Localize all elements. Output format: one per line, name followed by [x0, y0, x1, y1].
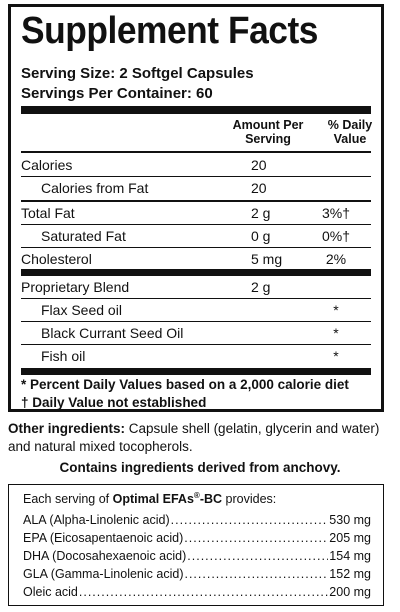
- row-label: Flax Seed oil: [41, 302, 122, 318]
- row-label: Calories from Fat: [41, 180, 149, 196]
- dv-header-line1: % Daily: [327, 118, 373, 132]
- thick-divider: [21, 269, 371, 276]
- section-divider: [21, 200, 371, 202]
- row-label: Cholesterol: [21, 251, 92, 267]
- facts-row: Calories 20: [21, 154, 371, 177]
- leader-dots: [187, 549, 328, 563]
- leader-dots: [184, 567, 328, 581]
- supplement-facts-panel: Supplement Facts Serving Size: 2 Softgel…: [8, 4, 384, 412]
- row-dv: *: [333, 302, 339, 318]
- facts-row: Fish oil *: [21, 345, 371, 367]
- efa-item-name: EPA (Eicosapentaenoic acid): [23, 531, 184, 545]
- efa-box: Each serving of Optimal EFAs®-BC provide…: [8, 484, 384, 606]
- efa-product-name: Optimal EFAs: [112, 492, 194, 507]
- efa-item-value: 530 mg: [329, 513, 371, 527]
- row-dv: 0%†: [321, 228, 351, 244]
- facts-row: Total Fat 2 g 3%†: [21, 202, 371, 225]
- efa-item: ALA (Alpha-Linolenic acid) 530 mg: [23, 513, 371, 529]
- row-amount: 20: [251, 180, 267, 196]
- efa-intro: Each serving of Optimal EFAs®-BC provide…: [23, 491, 276, 506]
- efa-item-value: 200 mg: [329, 585, 371, 599]
- other-ingredients-text: Capsule shell (gelatin, glycerin and wat…: [8, 421, 380, 454]
- efa-product-suffix: -BC: [199, 492, 223, 507]
- row-dv: 2%: [325, 251, 347, 267]
- amount-header: Amount Per Serving: [225, 118, 311, 146]
- allergen-statement: Contains ingredients derived from anchov…: [59, 460, 341, 475]
- efa-item-name: GLA (Gamma-Linolenic acid): [23, 567, 184, 581]
- facts-row: Calories from Fat 20: [21, 177, 371, 199]
- row-label: Black Currant Seed Oil: [41, 325, 184, 341]
- efa-item-name: DHA (Docosahexaenoic acid): [23, 549, 187, 563]
- row-amount: 0 g: [251, 228, 271, 244]
- dv-header-line2: Value: [333, 132, 367, 146]
- row-dv: *: [333, 348, 339, 364]
- registered-mark: ®: [193, 491, 200, 500]
- other-ingredients-label: Other ingredients:: [8, 421, 126, 436]
- facts-row: Cholesterol 5 mg 2%: [21, 248, 371, 270]
- efa-intro-end: provides:: [222, 492, 277, 507]
- row-label: Total Fat: [21, 205, 75, 221]
- facts-row: Black Currant Seed Oil *: [21, 322, 371, 345]
- serving-size: Serving Size: 2 Softgel Capsules: [21, 65, 254, 82]
- thick-divider: [21, 368, 371, 375]
- row-amount: 2 g: [251, 205, 271, 221]
- efa-item-name: Oleic acid: [23, 585, 78, 599]
- leader-dots: [184, 531, 328, 545]
- amount-header-line2: Serving: [245, 132, 291, 146]
- efa-item-value: 152 mg: [329, 567, 371, 581]
- row-amount: 5 mg: [251, 251, 283, 267]
- efa-intro-prefix: Each serving of: [23, 492, 113, 507]
- row-dv: 3%†: [321, 205, 351, 221]
- leader-dots: [79, 585, 328, 599]
- row-dv: *: [333, 325, 339, 341]
- row-label: Fish oil: [41, 348, 86, 364]
- efa-item: DHA (Docosahexaenoic acid) 154 mg: [23, 549, 371, 565]
- efa-item: GLA (Gamma-Linolenic acid) 152 mg: [23, 567, 371, 583]
- facts-row: Proprietary Blend 2 g: [21, 276, 371, 299]
- other-ingredients: Other ingredients: Capsule shell (gelati…: [8, 420, 388, 456]
- facts-row: Flax Seed oil *: [21, 299, 371, 322]
- header-divider: [21, 151, 371, 153]
- efa-item-value: 154 mg: [329, 549, 371, 563]
- row-amount: 20: [251, 157, 267, 173]
- row-amount: 2 g: [251, 279, 271, 295]
- footnote-dv-not-established: † Daily Value not established: [21, 395, 207, 410]
- panel-title: Supplement Facts: [21, 10, 318, 52]
- dv-header: % Daily Value: [321, 118, 379, 146]
- row-label: Saturated Fat: [41, 228, 126, 244]
- leader-dots: [171, 513, 329, 527]
- row-label: Proprietary Blend: [21, 279, 130, 295]
- efa-item: EPA (Eicosapentaenoic acid) 205 mg: [23, 531, 371, 547]
- efa-item: Oleic acid 200 mg: [23, 585, 371, 601]
- row-label: Calories: [21, 157, 73, 173]
- servings-per-container: Servings Per Container: 60: [21, 85, 213, 102]
- efa-item-value: 205 mg: [329, 531, 371, 545]
- efa-item-name: ALA (Alpha-Linolenic acid): [23, 513, 170, 527]
- facts-row: Saturated Fat 0 g 0%†: [21, 225, 371, 248]
- footnote-percent-dv: * Percent Daily Values based on a 2,000 …: [21, 377, 349, 392]
- thick-divider: [21, 106, 371, 114]
- amount-header-line1: Amount Per: [232, 118, 304, 132]
